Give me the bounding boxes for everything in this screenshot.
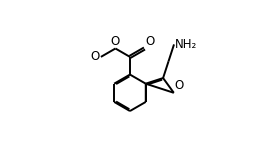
Text: O: O: [174, 78, 184, 91]
Text: O: O: [145, 35, 154, 48]
Text: O: O: [90, 50, 100, 63]
Text: NH₂: NH₂: [175, 38, 197, 51]
Text: O: O: [110, 35, 120, 48]
